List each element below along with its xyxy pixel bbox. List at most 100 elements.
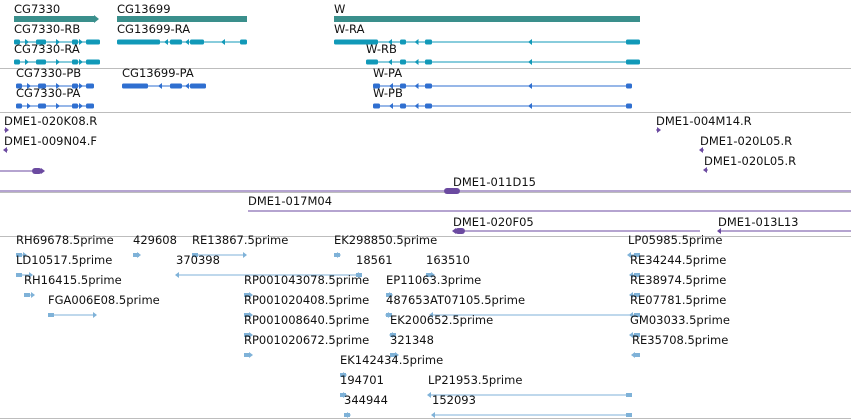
transcript-exon bbox=[14, 39, 20, 45]
transcript-strand-arrow bbox=[25, 59, 29, 65]
est-feature[interactable]: 344944 bbox=[344, 393, 388, 418]
transcript-exon bbox=[14, 59, 20, 65]
transcript-strand-arrow bbox=[25, 39, 29, 45]
protein-exon bbox=[425, 103, 432, 109]
est-feature[interactable]: RH69678.5prime bbox=[16, 233, 114, 258]
est-label: RH69678.5prime bbox=[16, 233, 114, 247]
est-feature[interactable]: RP001020408.5prime bbox=[244, 293, 369, 318]
est-feature[interactable]: RH16415.5prime bbox=[24, 273, 122, 298]
protein-feature[interactable]: CG13699-PA bbox=[122, 66, 206, 89]
protein-strand-arrow bbox=[414, 83, 419, 89]
est-feature[interactable]: GM03033.5prime bbox=[629, 313, 730, 338]
est-feature[interactable]: EK142434.5prime bbox=[340, 353, 443, 378]
est-label: RE13867.5prime bbox=[192, 233, 288, 247]
protein-strand-arrow bbox=[528, 83, 532, 89]
est-label: FGA006E08.5prime bbox=[48, 293, 160, 307]
protein-exon bbox=[38, 83, 46, 89]
est-feature[interactable]: EK298850.5prime bbox=[334, 233, 437, 258]
gene-feature[interactable]: CG13699 bbox=[117, 2, 247, 22]
est-line bbox=[192, 254, 246, 256]
est-label: GM03033.5prime bbox=[630, 313, 730, 327]
transcript-strand-arrow bbox=[388, 59, 392, 65]
est-line bbox=[16, 274, 32, 276]
protein-feature[interactable]: CG7330-PB bbox=[16, 66, 94, 89]
clone-feature[interactable]: DME1-013L13 bbox=[717, 215, 851, 234]
est-block bbox=[244, 333, 250, 337]
gene-feature[interactable]: CG7330 bbox=[14, 2, 99, 23]
est-label: 344944 bbox=[344, 393, 388, 407]
est-feature[interactable]: LP05985.5prime bbox=[627, 233, 722, 258]
clone-feature[interactable]: DME1-011D15 bbox=[0, 175, 851, 194]
est-arrow bbox=[343, 392, 347, 398]
est-feature[interactable]: 194701 bbox=[340, 373, 384, 398]
clone-feature[interactable]: DME1-020F05 bbox=[452, 215, 700, 234]
est-feature[interactable]: RE34244.5prime bbox=[629, 253, 726, 278]
transcript-exon bbox=[626, 39, 640, 45]
clone-label: DME1-017M04 bbox=[248, 194, 332, 208]
est-feature[interactable]: 152093 bbox=[431, 393, 632, 418]
clone-label: DME1-020K08.R bbox=[4, 114, 97, 128]
est-feature[interactable]: RP001020672.5prime bbox=[244, 333, 369, 358]
est-block bbox=[244, 293, 250, 297]
est-feature[interactable]: 487653 bbox=[385, 293, 430, 318]
est-label: 152093 bbox=[432, 393, 476, 407]
est-feature[interactable]: RE35708.5prime bbox=[631, 333, 728, 358]
clone-feature[interactable]: DME1-020L05.R bbox=[703, 154, 796, 173]
est-block bbox=[634, 273, 640, 277]
est-feature[interactable]: 429608 bbox=[133, 233, 177, 258]
est-feature[interactable]: 163510 bbox=[426, 253, 470, 278]
protein-feature[interactable]: W-PA bbox=[373, 66, 632, 89]
transcript-exon bbox=[190, 39, 204, 45]
gene-feature[interactable]: W bbox=[334, 2, 640, 22]
transcript-exon bbox=[425, 39, 432, 45]
clone-feature[interactable]: DME1-017M04 bbox=[248, 194, 851, 212]
est-feature[interactable]: RP001008640.5prime bbox=[244, 313, 369, 338]
protein-feature[interactable]: W-PB bbox=[373, 86, 632, 109]
est-arrow bbox=[629, 312, 633, 318]
est-block bbox=[626, 393, 632, 397]
est-feature[interactable]: 18561 bbox=[355, 253, 393, 278]
clone-feature[interactable]: DME1-020L05.R bbox=[699, 134, 792, 153]
clone-feature[interactable]: DME1-009N04.F bbox=[3, 134, 97, 153]
transcript-feature[interactable]: CG7330-RA bbox=[14, 42, 100, 65]
est-block bbox=[133, 253, 139, 257]
protein-strand-arrow bbox=[56, 83, 60, 89]
est-label: RE07781.5prime bbox=[630, 293, 726, 307]
transcript-feature[interactable]: W-RB bbox=[366, 42, 640, 65]
est-feature[interactable]: RE13867.5prime bbox=[192, 233, 288, 258]
clone-arrow bbox=[703, 167, 707, 173]
est-arrow bbox=[389, 292, 393, 298]
transcript-feature[interactable]: W-RA bbox=[334, 22, 640, 45]
protein-feature[interactable]: CG7330-PA bbox=[16, 86, 94, 109]
est-feature[interactable]: LP21953.5prime bbox=[427, 373, 632, 398]
est-feature[interactable]: RE38974.5prime bbox=[629, 273, 726, 298]
est-feature[interactable]: EP11063.3prime bbox=[386, 273, 481, 298]
est-label: 487653 bbox=[386, 293, 430, 307]
est-feature[interactable]: LD10517.5prime bbox=[16, 253, 112, 278]
track-ests: RH69678.5prime 429608 RE13867.5prime EK2988… bbox=[16, 233, 730, 418]
est-feature[interactable]: 321348 bbox=[390, 333, 434, 358]
transcript-feature[interactable]: CG13699-RA bbox=[117, 22, 247, 45]
transcript-exon bbox=[86, 59, 100, 65]
transcript-exon bbox=[36, 59, 46, 65]
est-arrow bbox=[629, 332, 633, 338]
est-label: RP001043078.5prime bbox=[244, 273, 369, 287]
est-feature[interactable]: FGA006E08.5prime bbox=[48, 293, 160, 318]
transcript-feature[interactable]: CG7330-RB bbox=[14, 22, 100, 45]
est-label: LD10517.5prime bbox=[16, 253, 112, 267]
est-block bbox=[244, 353, 250, 357]
protein-strand-arrow bbox=[528, 103, 532, 109]
clone-label: DME1-020F05 bbox=[453, 215, 534, 229]
est-arrow bbox=[631, 352, 635, 358]
est-feature[interactable]: RE07781.5prime bbox=[629, 293, 726, 318]
transcript-label: W-RA bbox=[334, 22, 365, 36]
clone-feature[interactable] bbox=[0, 168, 45, 174]
protein-exon bbox=[86, 83, 94, 89]
protein-strand-arrow bbox=[56, 103, 60, 109]
gene-bar bbox=[117, 16, 247, 22]
transcript-strand-arrow bbox=[56, 59, 60, 65]
est-feature[interactable]: RP001043078.5prime bbox=[244, 273, 369, 298]
clone-feature[interactable]: DME1-004M14.R bbox=[656, 114, 752, 133]
clone-feature[interactable]: DME1-020K08.R bbox=[4, 114, 97, 133]
est-feature[interactable]: EK200652.5prime bbox=[389, 313, 493, 338]
